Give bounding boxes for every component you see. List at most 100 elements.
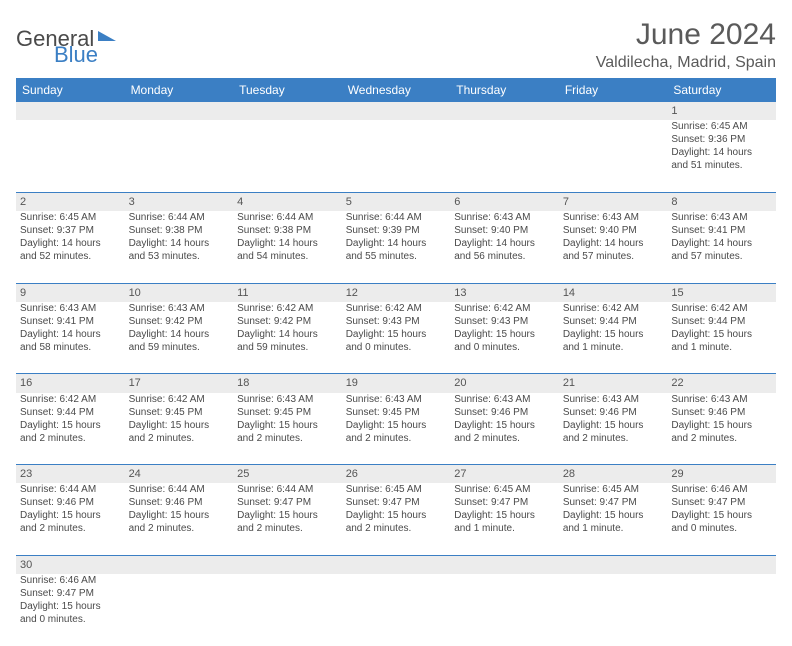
day-cell: Sunrise: 6:45 AMSunset: 9:47 PMDaylight:… <box>342 483 451 555</box>
daynum-row: 16171819202122 <box>16 374 776 393</box>
daynum-row: 9101112131415 <box>16 283 776 302</box>
sunrise-line: Sunrise: 6:43 AM <box>671 393 772 406</box>
day-number: 19 <box>342 374 451 393</box>
day-number <box>559 555 668 574</box>
week-detail-row: Sunrise: 6:45 AMSunset: 9:37 PMDaylight:… <box>16 211 776 283</box>
day-cell: Sunrise: 6:42 AMSunset: 9:42 PMDaylight:… <box>233 302 342 374</box>
day-cell <box>342 120 451 192</box>
day-number <box>233 102 342 120</box>
sunset-line: Sunset: 9:46 PM <box>563 406 664 419</box>
day-cell: Sunrise: 6:45 AMSunset: 9:36 PMDaylight:… <box>667 120 776 192</box>
daylight-line1: Daylight: 15 hours <box>129 509 230 522</box>
sunset-line: Sunset: 9:45 PM <box>346 406 447 419</box>
sunset-line: Sunset: 9:43 PM <box>346 315 447 328</box>
daylight-line2: and 0 minutes. <box>346 341 447 354</box>
day-number: 12 <box>342 283 451 302</box>
sunset-line: Sunset: 9:40 PM <box>563 224 664 237</box>
day-cell: Sunrise: 6:45 AMSunset: 9:37 PMDaylight:… <box>16 211 125 283</box>
day-cell: Sunrise: 6:43 AMSunset: 9:46 PMDaylight:… <box>667 393 776 465</box>
day-cell: Sunrise: 6:43 AMSunset: 9:46 PMDaylight:… <box>450 393 559 465</box>
day-number: 10 <box>125 283 234 302</box>
sunrise-line: Sunrise: 6:45 AM <box>563 483 664 496</box>
day-number: 28 <box>559 465 668 484</box>
daylight-line1: Daylight: 15 hours <box>346 419 447 432</box>
sunrise-line: Sunrise: 6:43 AM <box>563 393 664 406</box>
sunset-line: Sunset: 9:37 PM <box>20 224 121 237</box>
week-detail-row: Sunrise: 6:46 AMSunset: 9:47 PMDaylight:… <box>16 574 776 646</box>
calendar-table: Sunday Monday Tuesday Wednesday Thursday… <box>16 78 776 646</box>
weekday-header: Wednesday <box>342 78 451 102</box>
daynum-row: 1 <box>16 102 776 120</box>
day-number <box>450 555 559 574</box>
sunset-line: Sunset: 9:42 PM <box>129 315 230 328</box>
day-cell <box>559 120 668 192</box>
day-number <box>233 555 342 574</box>
day-cell: Sunrise: 6:43 AMSunset: 9:40 PMDaylight:… <box>450 211 559 283</box>
daylight-line2: and 0 minutes. <box>454 341 555 354</box>
daylight-line1: Daylight: 14 hours <box>563 237 664 250</box>
sunrise-line: Sunrise: 6:45 AM <box>671 120 772 133</box>
day-number: 23 <box>16 465 125 484</box>
daylight-line1: Daylight: 14 hours <box>237 237 338 250</box>
daylight-line2: and 1 minute. <box>563 341 664 354</box>
daylight-line1: Daylight: 15 hours <box>129 419 230 432</box>
day-number: 26 <box>342 465 451 484</box>
day-cell: Sunrise: 6:42 AMSunset: 9:44 PMDaylight:… <box>559 302 668 374</box>
daylight-line2: and 59 minutes. <box>129 341 230 354</box>
day-cell: Sunrise: 6:44 AMSunset: 9:38 PMDaylight:… <box>125 211 234 283</box>
daylight-line2: and 52 minutes. <box>20 250 121 263</box>
daylight-line2: and 56 minutes. <box>454 250 555 263</box>
daylight-line2: and 2 minutes. <box>237 522 338 535</box>
daylight-line1: Daylight: 14 hours <box>20 237 121 250</box>
week-detail-row: Sunrise: 6:43 AMSunset: 9:41 PMDaylight:… <box>16 302 776 374</box>
day-number: 29 <box>667 465 776 484</box>
week-detail-row: Sunrise: 6:44 AMSunset: 9:46 PMDaylight:… <box>16 483 776 555</box>
day-cell: Sunrise: 6:46 AMSunset: 9:47 PMDaylight:… <box>667 483 776 555</box>
sunrise-line: Sunrise: 6:44 AM <box>20 483 121 496</box>
weekday-header-row: Sunday Monday Tuesday Wednesday Thursday… <box>16 78 776 102</box>
day-number: 21 <box>559 374 668 393</box>
daylight-line1: Daylight: 15 hours <box>346 328 447 341</box>
day-number: 3 <box>125 192 234 211</box>
daylight-line1: Daylight: 14 hours <box>20 328 121 341</box>
day-number: 11 <box>233 283 342 302</box>
day-number: 7 <box>559 192 668 211</box>
sunset-line: Sunset: 9:46 PM <box>454 406 555 419</box>
sunrise-line: Sunrise: 6:42 AM <box>20 393 121 406</box>
day-number: 15 <box>667 283 776 302</box>
daylight-line2: and 1 minute. <box>454 522 555 535</box>
daylight-line1: Daylight: 15 hours <box>563 328 664 341</box>
daylight-line1: Daylight: 15 hours <box>454 419 555 432</box>
sunset-line: Sunset: 9:47 PM <box>454 496 555 509</box>
day-number: 6 <box>450 192 559 211</box>
sunset-line: Sunset: 9:47 PM <box>237 496 338 509</box>
weekday-header: Thursday <box>450 78 559 102</box>
day-number <box>125 102 234 120</box>
daylight-line1: Daylight: 15 hours <box>454 509 555 522</box>
sunrise-line: Sunrise: 6:44 AM <box>237 211 338 224</box>
sunset-line: Sunset: 9:47 PM <box>20 587 121 600</box>
day-cell: Sunrise: 6:43 AMSunset: 9:46 PMDaylight:… <box>559 393 668 465</box>
day-cell <box>450 574 559 646</box>
daylight-line2: and 55 minutes. <box>346 250 447 263</box>
sunrise-line: Sunrise: 6:43 AM <box>563 211 664 224</box>
day-number: 9 <box>16 283 125 302</box>
daylight-line2: and 2 minutes. <box>454 432 555 445</box>
day-cell: Sunrise: 6:42 AMSunset: 9:45 PMDaylight:… <box>125 393 234 465</box>
day-cell: Sunrise: 6:46 AMSunset: 9:47 PMDaylight:… <box>16 574 125 646</box>
daylight-line2: and 58 minutes. <box>20 341 121 354</box>
sunset-line: Sunset: 9:47 PM <box>671 496 772 509</box>
sunrise-line: Sunrise: 6:43 AM <box>346 393 447 406</box>
daylight-line2: and 2 minutes. <box>129 522 230 535</box>
sunset-line: Sunset: 9:38 PM <box>237 224 338 237</box>
day-number: 24 <box>125 465 234 484</box>
daylight-line2: and 2 minutes. <box>671 432 772 445</box>
day-number: 5 <box>342 192 451 211</box>
daylight-line1: Daylight: 14 hours <box>129 328 230 341</box>
daylight-line1: Daylight: 15 hours <box>237 419 338 432</box>
day-number: 27 <box>450 465 559 484</box>
daylight-line1: Daylight: 15 hours <box>563 419 664 432</box>
day-number: 16 <box>16 374 125 393</box>
sunrise-line: Sunrise: 6:43 AM <box>20 302 121 315</box>
sunrise-line: Sunrise: 6:44 AM <box>129 211 230 224</box>
